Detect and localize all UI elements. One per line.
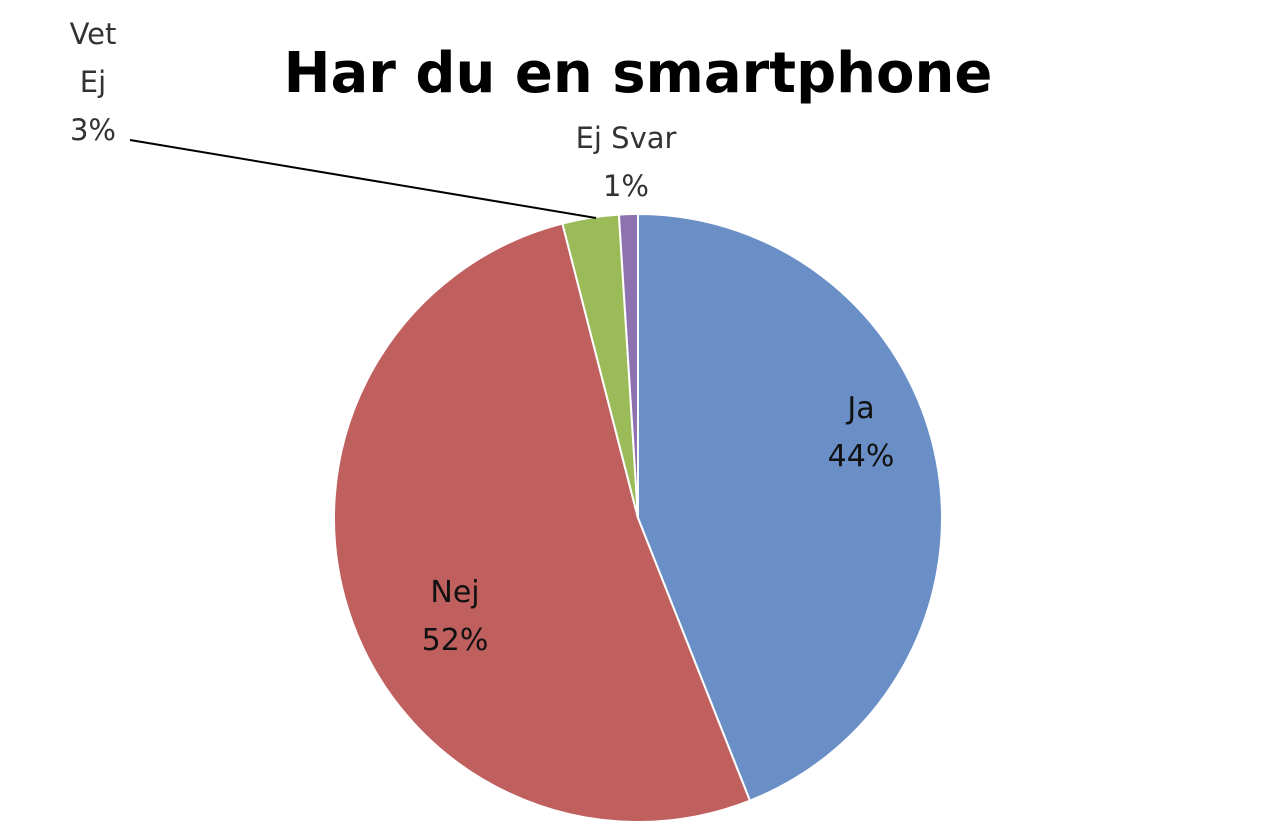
slice-labels: Ja 44% Nej 52% Vet Ej 3% Ej Svar 1%	[70, 17, 895, 658]
slice-label-nej: Nej 52%	[422, 575, 489, 658]
leader-line-vet-ej	[129, 139, 597, 219]
leader-lines	[129, 139, 597, 219]
slice-label-vet-ej: Vet Ej 3%	[70, 17, 117, 147]
slice-label-ej-svar: Ej Svar 1%	[576, 121, 677, 203]
pie-slices	[333, 212, 943, 823]
pie-slice-nej	[333, 222, 752, 823]
slice-label-ja: Ja 44%	[828, 391, 895, 474]
chart-title: Har du en smartphone	[284, 41, 993, 106]
pie-slice-ej-svar	[617, 212, 639, 519]
pie-slice-ja	[637, 212, 943, 802]
